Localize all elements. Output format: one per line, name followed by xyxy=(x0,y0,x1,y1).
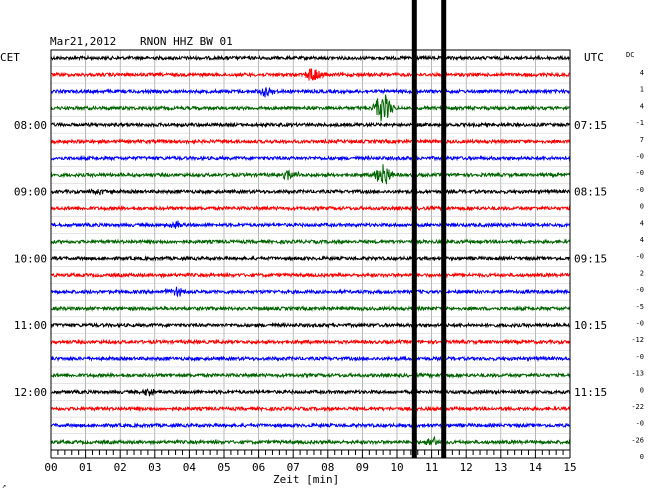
seismic-trace xyxy=(50,305,571,313)
seismic-trace xyxy=(50,255,571,262)
seismic-trace xyxy=(50,355,571,363)
x-tick-label: 05 xyxy=(217,461,230,474)
dc-offset-value: 4 xyxy=(640,69,644,77)
x-tick-label: 15 xyxy=(563,461,576,474)
seismic-trace xyxy=(50,86,571,98)
right-time-label: 08:15 xyxy=(574,186,607,199)
dc-label: DC xyxy=(626,51,634,59)
dc-offset-value: -26 xyxy=(631,436,644,444)
x-tick-label: 01 xyxy=(79,461,92,474)
dc-offset-value: 2 xyxy=(640,269,644,277)
dc-offset-value: -12 xyxy=(631,336,644,344)
seismic-trace xyxy=(50,188,571,196)
dc-offset-value: -0 xyxy=(636,253,644,261)
x-tick-label: 07 xyxy=(287,461,300,474)
seismic-trace xyxy=(50,204,571,212)
dc-offset-value: -1 xyxy=(636,119,644,127)
dc-offset-value: 0 xyxy=(640,386,644,394)
x-tick-label: 09 xyxy=(356,461,369,474)
dc-offset-value: 7 xyxy=(640,136,644,144)
seismic-trace xyxy=(50,321,571,329)
x-tick-label: 08 xyxy=(321,461,334,474)
left-time-label: 12:00 xyxy=(14,386,47,399)
x-tick-label: 14 xyxy=(529,461,543,474)
seismic-trace xyxy=(50,138,571,146)
date-label: Mar21,2012 xyxy=(50,35,116,48)
station-label: RNON HHZ BW 01 xyxy=(140,35,233,48)
dc-offset-value: -0 xyxy=(636,420,644,428)
seismic-trace xyxy=(50,422,571,429)
seismic-trace xyxy=(50,286,571,298)
left-time-label: 08:00 xyxy=(14,119,47,132)
seismic-trace xyxy=(50,271,571,279)
x-tick-label: 10 xyxy=(390,461,403,474)
x-tick-label: 06 xyxy=(252,461,265,474)
x-tick-label: 04 xyxy=(183,461,197,474)
dc-offset-value: 4 xyxy=(640,219,644,227)
right-time-label: 07:15 xyxy=(574,119,607,132)
grid xyxy=(50,50,571,450)
seismic-trace xyxy=(50,54,571,62)
seismic-trace xyxy=(50,238,571,246)
seismic-trace xyxy=(50,371,571,379)
dc-offset-value: -0 xyxy=(636,169,644,177)
traces xyxy=(50,54,571,446)
x-tick-label: 11 xyxy=(425,461,438,474)
x-tick-label: 03 xyxy=(148,461,161,474)
dc-offset-value: 4 xyxy=(640,102,644,110)
right-time-label: 11:15 xyxy=(574,386,607,399)
dc-offset-value: -0 xyxy=(636,153,644,161)
seismic-trace xyxy=(50,94,571,122)
dc-offset-value: -13 xyxy=(631,370,644,378)
axis-labels: 00 01 02 03 04 05 06 07 08 09 10 11 12 13 14 1508:0009:… xyxy=(14,69,644,474)
dc-offset-value: -22 xyxy=(631,403,644,411)
dc-offset-value: -0 xyxy=(636,353,644,361)
seismic-trace xyxy=(50,388,571,397)
vertical-markers xyxy=(411,0,447,458)
dc-offset-value: -5 xyxy=(636,303,644,311)
left-time-label: 09:00 xyxy=(14,186,47,199)
plot-frame xyxy=(50,49,571,459)
seismic-trace xyxy=(50,164,571,185)
dc-offset-value: 0 xyxy=(640,203,644,211)
x-tick-label: 12 xyxy=(460,461,473,474)
plot-border xyxy=(50,49,571,451)
right-time-label: 10:15 xyxy=(574,319,607,332)
left-zone-label: CET xyxy=(0,51,20,64)
left-time-label: 11:00 xyxy=(14,319,47,332)
x-axis-label: Zeit [min] xyxy=(273,473,339,486)
dc-offset-value: 0 xyxy=(640,453,644,461)
corner-mark: ↗ xyxy=(2,482,6,490)
x-tick-label: 00 xyxy=(44,461,57,474)
dc-offset-value: -0 xyxy=(636,320,644,328)
x-tick-label: 13 xyxy=(494,461,507,474)
seismic-trace xyxy=(50,405,571,413)
dc-offset-value: 4 xyxy=(640,236,644,244)
dc-offset-value: -0 xyxy=(636,186,644,194)
seismic-trace xyxy=(50,68,571,81)
left-time-label: 10:00 xyxy=(14,252,47,265)
right-zone-label: UTC xyxy=(584,51,604,64)
seismic-trace xyxy=(50,121,571,129)
dc-offset-value: 1 xyxy=(640,86,644,94)
seismic-trace xyxy=(50,435,571,446)
right-time-label: 09:15 xyxy=(574,252,607,265)
seismic-trace xyxy=(50,154,571,162)
seismic-trace xyxy=(50,220,571,229)
dc-offset-value: -0 xyxy=(636,286,644,294)
x-tick-label: 02 xyxy=(114,461,127,474)
seismic-trace xyxy=(50,338,571,346)
